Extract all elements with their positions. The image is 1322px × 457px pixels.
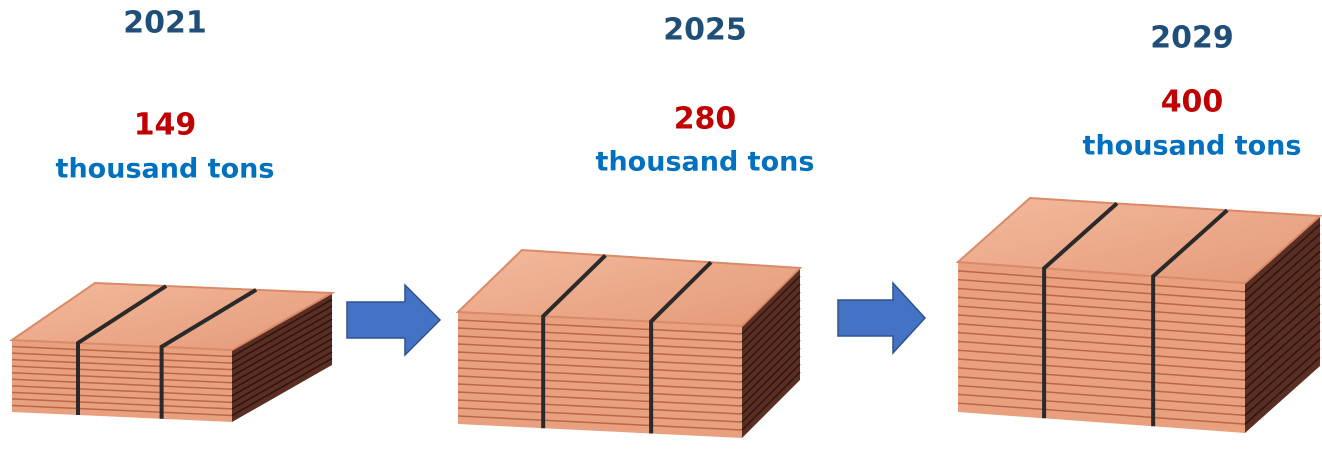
value: 149 — [134, 108, 197, 143]
infographic: 2021 149 thousand tons 2025 280 thousand… — [0, 0, 1322, 457]
copper-stacks — [12, 198, 1320, 438]
year: 2025 — [663, 13, 747, 48]
stack-front — [958, 262, 1245, 433]
year: 2029 — [1150, 21, 1234, 56]
value: 400 — [1161, 85, 1224, 120]
unit: thousand tons — [596, 147, 815, 178]
arrow — [347, 285, 440, 355]
value: 280 — [674, 102, 737, 137]
arrow — [838, 283, 925, 353]
stack-top — [458, 250, 800, 326]
unit: thousand tons — [1083, 131, 1302, 162]
unit: thousand tons — [56, 154, 275, 185]
year: 2021 — [123, 6, 207, 41]
